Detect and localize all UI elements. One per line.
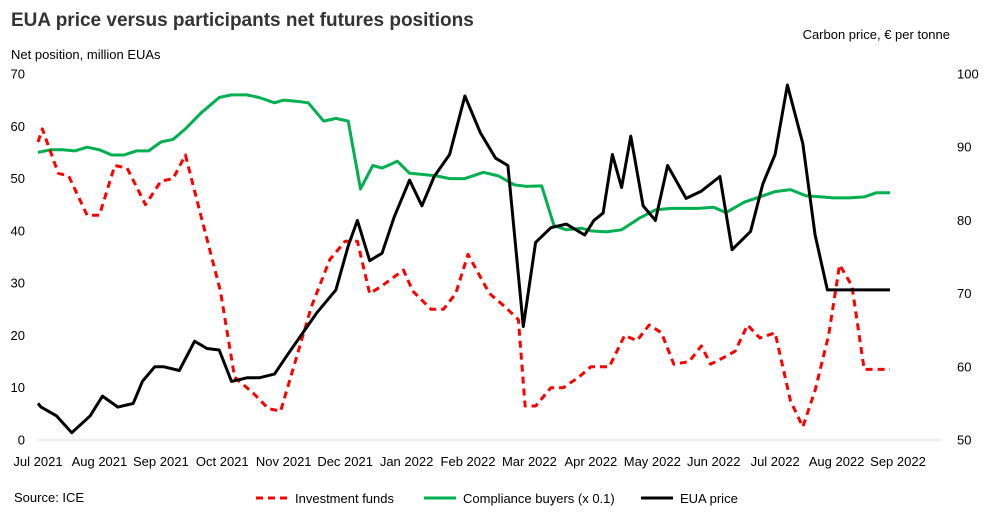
left-axis-tick-20: 20	[11, 328, 25, 343]
x-axis-tick-6: Dec 2021	[317, 454, 373, 469]
x-axis-tick-11: May 2022	[624, 454, 681, 469]
x-axis-tick-3: Sep 2021	[133, 454, 189, 469]
x-axis-tick-2: Aug 2021	[72, 454, 128, 469]
x-axis-tick-7: Jan 2022	[380, 454, 434, 469]
x-axis-tick-12: Jun 2022	[687, 454, 741, 469]
right-axis-label: Carbon price, € per tonne	[802, 27, 950, 42]
left-axis-tick-40: 40	[11, 223, 25, 238]
x-axis-tick-13: Jul 2022	[751, 454, 800, 469]
left-axis-tick-70: 70	[11, 67, 25, 82]
left-axis-tick-60: 60	[11, 119, 25, 134]
left-axis-tick-0: 0	[18, 433, 25, 448]
x-axis-tick-9: Mar 2022	[502, 454, 557, 469]
legend-label-2: Compliance buyers (x 0.1)	[463, 491, 615, 506]
x-axis-tick-5: Nov 2021	[256, 454, 312, 469]
chart-title: EUA price versus participants net future…	[11, 10, 474, 31]
left-axis-tick-50: 50	[11, 171, 25, 186]
right-axis-tick-50: 50	[957, 433, 971, 448]
legend-label-1: Investment funds	[295, 491, 394, 506]
right-axis-tick-60: 60	[957, 359, 971, 374]
series-line-compliance-buyers-x-0-1	[37, 93, 890, 234]
series-layer	[36, 83, 890, 435]
series-line-eua-price	[36, 83, 890, 435]
right-axis-tick-70: 70	[957, 286, 971, 301]
x-axis-tick-10: Apr 2022	[564, 454, 617, 469]
left-axis-tick-30: 30	[11, 276, 25, 291]
series-line-investment-funds	[36, 127, 890, 429]
chart-legend: Investment funds Compliance buyers (x 0.1…	[256, 491, 738, 506]
x-axis-tick-8: Feb 2022	[441, 454, 496, 469]
source-note: Source: ICE	[14, 490, 85, 505]
x-axis-tick-4: Oct 2021	[196, 454, 249, 469]
left-axis-label: Net position, million EUAs	[11, 47, 161, 62]
right-axis-tick-90: 90	[957, 140, 971, 155]
right-axis-tick-100: 100	[957, 67, 979, 82]
right-axis-tick-80: 80	[957, 213, 971, 228]
x-axis-tick-15: Sep 2022	[870, 454, 926, 469]
left-axis-tick-10: 10	[11, 380, 25, 395]
ticks-layer: 0 10 20 30 40 50 60 70 50 60 70 80 90 100 Jul 2021 Aug …	[11, 67, 979, 470]
legend-label-3: EUA price	[680, 491, 738, 506]
x-axis-tick-1: Jul 2021	[13, 454, 62, 469]
x-axis-tick-14: Aug 2022	[809, 454, 865, 469]
